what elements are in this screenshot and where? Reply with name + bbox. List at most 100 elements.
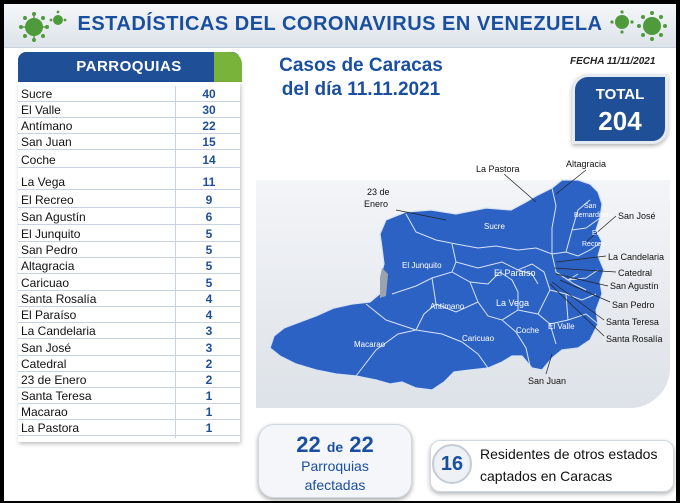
row-divider <box>18 387 240 388</box>
parroquia-value: 14 <box>202 153 216 167</box>
parroquia-name: Altagracia <box>21 259 75 273</box>
row-divider <box>18 101 240 102</box>
map-label-caricuao: Caricuao <box>462 334 495 343</box>
column-divider <box>175 86 176 438</box>
parroquia-name: Caricuao <box>21 276 70 290</box>
map-label-santa-rosalia: Santa Rosalía <box>606 334 663 344</box>
caracas-map <box>269 179 605 391</box>
parroquia-value: 4 <box>205 292 213 306</box>
parroquias-header <box>18 52 240 82</box>
caracas-map-shape <box>269 179 605 391</box>
parroquia-name: El Valle <box>21 103 61 117</box>
parroquia-value: 5 <box>205 227 213 241</box>
parroquia-value: 5 <box>205 276 213 290</box>
parroquia-row: Santa Rosalía 4 <box>18 291 240 307</box>
map-label-altagracia: Altagracia <box>566 159 607 169</box>
parroquia-value: 3 <box>205 324 213 338</box>
row-divider <box>18 371 240 372</box>
parroquia-name: San José <box>21 341 72 355</box>
parroquia-value: 1 <box>205 405 213 419</box>
parroquia-row: San Juan 15 <box>18 134 240 150</box>
map-label-macarao: Macarao <box>354 340 386 349</box>
row-divider <box>18 403 240 404</box>
map-label-el-junquito: El Junquito <box>402 261 442 270</box>
parroquia-name: El Recreo <box>21 193 74 207</box>
total-value: 204 <box>598 106 642 136</box>
parroquia-value: 4 <box>205 308 213 322</box>
row-divider <box>18 306 240 307</box>
parroquia-name: La Vega <box>21 175 66 189</box>
parroquia-value: 2 <box>205 357 213 371</box>
row-divider <box>18 290 240 291</box>
parroquia-row: Catedral 2 <box>18 356 240 372</box>
row-divider <box>18 419 240 420</box>
row-divider <box>18 149 240 150</box>
row-divider <box>18 435 240 436</box>
map-label-el-recreo-1: El <box>592 230 599 237</box>
afectadas-total-value: 22 <box>349 432 374 457</box>
parroquia-name: San Juan <box>21 135 72 149</box>
row-divider <box>18 355 240 356</box>
virus-icon <box>610 10 667 41</box>
parroquia-name: Sucre <box>21 87 53 101</box>
afectadas-count: 22 de 22 <box>258 432 412 458</box>
map-label-san-pedro: San Pedro <box>612 300 655 310</box>
row-divider <box>18 241 240 242</box>
map-label-la-candelaria: La Candelaria <box>608 252 665 262</box>
parroquia-value: 1 <box>205 421 213 435</box>
parroquia-value: 15 <box>202 135 216 149</box>
parroquia-name: San Agustín <box>21 210 86 224</box>
parroquia-row: Antímano 22 <box>18 118 240 134</box>
parroquia-row: El Valle 30 <box>18 102 240 118</box>
map-label-san-bernardino-2: Bernardino <box>574 212 609 219</box>
virus-icon <box>19 10 67 42</box>
parroquia-row: La Vega 11 <box>18 174 240 190</box>
afectadas-line2: afectadas <box>304 477 366 493</box>
map-label-san-bernardino-1: San <box>584 203 597 210</box>
row-divider <box>18 273 240 274</box>
parroquia-value: 22 <box>202 119 216 133</box>
parroquia-name: 23 de Enero <box>21 373 87 387</box>
casos-title-line2: del día 11.11.2021 <box>281 79 441 100</box>
residentes-line1: Residentes de otros estados <box>480 446 658 462</box>
residentes-line2: captados en Caracas <box>480 468 613 484</box>
parroquia-value: 11 <box>202 175 216 189</box>
parroquia-value: 2 <box>205 373 213 387</box>
header-title: ESTADÍSTICAS DEL CORONAVIRUS EN VENEZUEL… <box>77 13 603 35</box>
map-label-coche: Coche <box>516 326 540 335</box>
parroquia-name: Antímano <box>21 119 73 133</box>
map-label-el-paraiso: El Paraíso <box>494 268 536 278</box>
parroquias-table: Sucre 40 El Valle 30 Antímano 22 San Juan 15 Coc… <box>18 82 240 442</box>
parroquia-row: El Recreo 9 <box>18 192 240 208</box>
map-label-san-jose: San José <box>618 211 656 221</box>
residentes-count-circle <box>432 444 472 484</box>
map-label-sucre: Sucre <box>484 222 505 231</box>
afectadas-de: de <box>326 439 344 455</box>
row-divider <box>18 167 240 168</box>
row-divider <box>18 322 240 323</box>
parroquia-row: Coche 14 <box>18 152 240 168</box>
parroquia-value: 40 <box>202 87 216 101</box>
residentes-count: 16 <box>440 453 464 475</box>
row-divider <box>18 207 240 208</box>
row-divider <box>18 189 240 190</box>
parroquia-row: 23 de Enero 2 <box>18 372 240 388</box>
fecha-label: FECHA 11/11/2021 <box>570 56 656 67</box>
row-divider <box>18 338 240 339</box>
map-label-santa-teresa: Santa Teresa <box>606 317 659 327</box>
casos-title-line1: Casos de Caracas <box>279 55 443 76</box>
parroquias-title: PARROQUIAS <box>76 58 182 75</box>
parroquia-name: El Junquito <box>21 227 81 241</box>
parroquia-value: 30 <box>202 103 216 117</box>
map-label-catedral: Catedral <box>618 268 653 278</box>
map-label-el-valle: El Valle <box>548 322 575 331</box>
parish-borders <box>355 187 603 377</box>
map-label-la-vega: La Vega <box>496 298 530 308</box>
total-box <box>572 74 668 144</box>
row-divider <box>18 133 240 134</box>
map-notch <box>380 268 388 298</box>
parroquia-value: 1 <box>205 389 213 403</box>
parroquias-header-accent <box>214 52 242 82</box>
parroquia-row: Santa Teresa 1 <box>18 388 240 404</box>
parroquia-name: Santa Rosalía <box>21 292 97 306</box>
